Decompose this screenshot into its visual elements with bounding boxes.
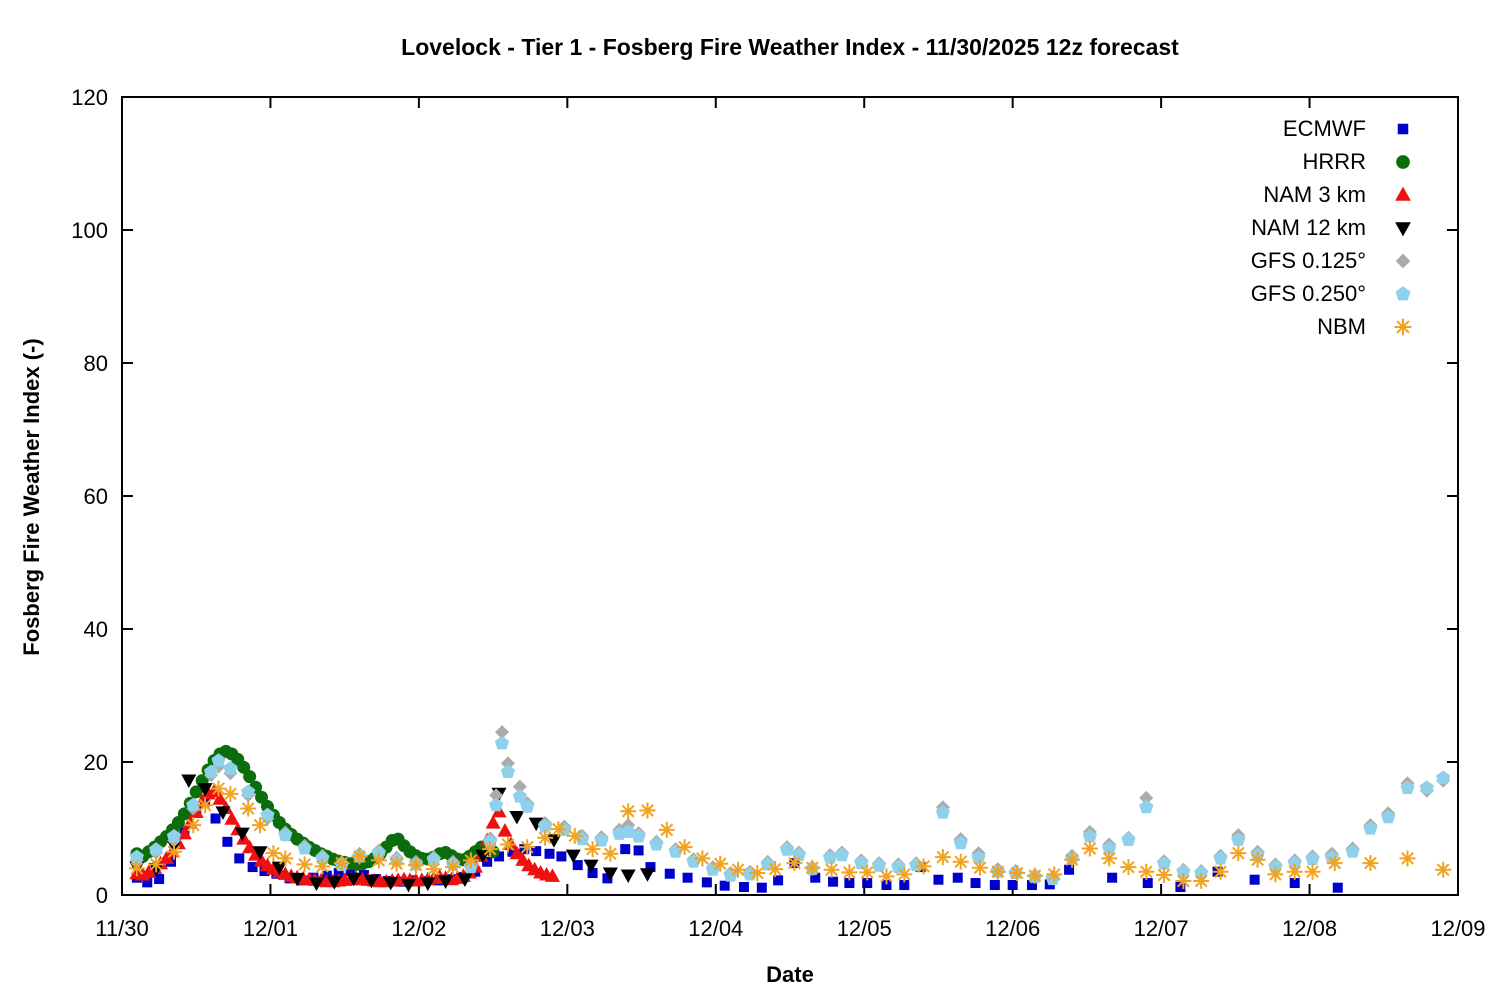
- svg-text:12/02: 12/02: [391, 916, 446, 941]
- circle-icon: [1380, 150, 1426, 174]
- svg-text:120: 120: [71, 85, 108, 110]
- legend-label-nam-3-km: NAM 3 km: [1263, 181, 1366, 207]
- svg-text:20: 20: [84, 750, 108, 775]
- svg-text:12/07: 12/07: [1134, 916, 1189, 941]
- svg-text:12/05: 12/05: [837, 916, 892, 941]
- legend-label-hrrr: HRRR: [1302, 148, 1366, 174]
- legend-label-ecmwf: ECMWF: [1282, 115, 1366, 141]
- square-icon: [1380, 117, 1426, 141]
- diamond-icon: [1380, 249, 1426, 273]
- svg-text:12/06: 12/06: [985, 916, 1040, 941]
- svg-text:12/09: 12/09: [1430, 916, 1485, 941]
- legend-item-nam-12-km: NAM 12 km: [1251, 211, 1426, 244]
- series-gfs-0-250: [129, 735, 1451, 886]
- svg-text:11/30: 11/30: [95, 916, 148, 941]
- svg-text:12/01: 12/01: [243, 916, 298, 941]
- series-nbm: [128, 780, 1452, 890]
- legend-item-nam-3-km: NAM 3 km: [1251, 178, 1426, 211]
- legend-item-gfs-0-250: GFS 0.250°: [1251, 277, 1426, 310]
- legend-item-gfs-0-125: GFS 0.125°: [1251, 244, 1426, 277]
- y-axis-label: Fosberg Fire Weather Index (-): [19, 338, 44, 656]
- asterisk-icon: [1380, 315, 1426, 339]
- svg-text:12/08: 12/08: [1282, 916, 1337, 941]
- svg-text:100: 100: [71, 218, 108, 243]
- svg-text:60: 60: [84, 484, 108, 509]
- svg-text:12/03: 12/03: [540, 916, 595, 941]
- svg-text:80: 80: [84, 351, 108, 376]
- svg-text:40: 40: [84, 617, 108, 642]
- triangle-up-icon: [1380, 183, 1426, 207]
- legend-label-gfs-0-125: GFS 0.125°: [1250, 247, 1366, 273]
- svg-text:12/04: 12/04: [688, 916, 743, 941]
- legend-item-ecmwf: ECMWF: [1251, 112, 1426, 145]
- legend: ECMWF HRRR NAM 3 km NAM 12 km GFS 0.125° GFS …: [1251, 112, 1426, 343]
- triangle-down-icon: [1380, 216, 1426, 240]
- chart-title: Lovelock - Tier 1 - Fosberg Fire Weather…: [401, 34, 1179, 60]
- legend-label-gfs-0-250: GFS 0.250°: [1250, 280, 1366, 306]
- series-nam-12-km: [129, 774, 655, 893]
- svg-text:0: 0: [96, 883, 108, 908]
- pentagon-icon: [1380, 282, 1426, 306]
- legend-item-hrrr: HRRR: [1251, 145, 1426, 178]
- legend-item-nbm: NBM: [1251, 310, 1426, 343]
- legend-label-nam-12-km: NAM 12 km: [1251, 214, 1366, 240]
- x-axis-label: Date: [766, 962, 814, 987]
- legend-label-nbm: NBM: [1317, 313, 1366, 339]
- x-axis-ticks: 11/30 12/01 12/02 12/03 12/04 12/05 12/06 12/07…: [95, 97, 1486, 941]
- series-hrrr: [130, 744, 500, 871]
- y-axis-ticks: 0 20 40 60 80 100 120: [71, 85, 1458, 908]
